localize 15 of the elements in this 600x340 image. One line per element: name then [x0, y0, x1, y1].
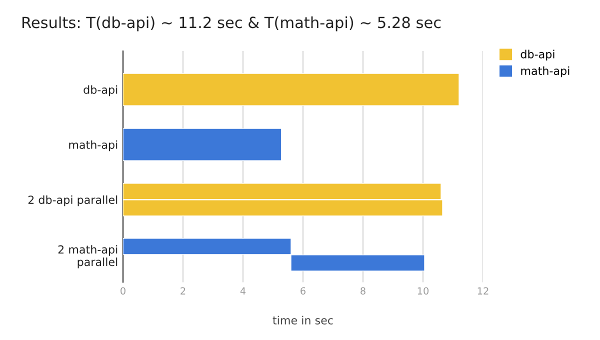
y-tick-label: math-api — [69, 140, 118, 152]
y-tick-label: db-api — [84, 85, 118, 96]
x-tick-label: 4 — [240, 287, 246, 294]
x-tick-label: 8 — [360, 287, 366, 295]
y-tick-label: 2 db-api parallel — [28, 195, 118, 206]
x-tick-label: 6 — [300, 287, 306, 295]
x-tick-label: 12 — [478, 287, 488, 294]
y-tick-label: 2 math-api parallel — [58, 245, 118, 268]
x-tick-label: 2 — [180, 287, 186, 294]
x-axis-title: time in sec — [272, 316, 333, 325]
legend-label: math-api — [521, 66, 570, 78]
legend-label: db-api — [520, 50, 554, 61]
x-tick-label: 0 — [120, 287, 126, 295]
x-tick-label: 10 — [418, 287, 429, 295]
chart-title: Results: T(db-api) ~ 11.2 sec & T(math-api) ~ 5.28 sec — [22, 16, 441, 32]
